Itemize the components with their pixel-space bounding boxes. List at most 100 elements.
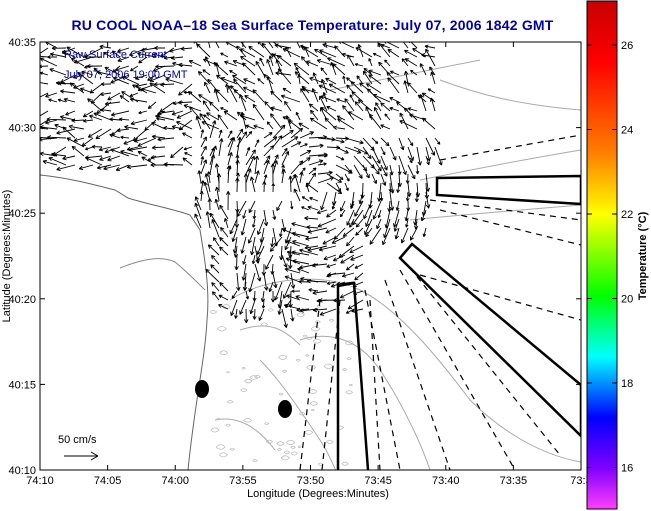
current-arrow <box>261 42 274 58</box>
current-arrow <box>325 227 337 234</box>
current-arrow <box>354 263 364 269</box>
current-arrow <box>272 135 283 148</box>
current-arrow <box>283 303 301 310</box>
current-arrow <box>231 290 238 299</box>
current-arrow <box>407 155 413 164</box>
coastline-inner <box>119 258 206 291</box>
current-arrow <box>362 70 373 85</box>
current-arrow <box>150 162 166 168</box>
current-arrow <box>425 155 430 166</box>
current-arrow <box>234 308 238 319</box>
current-arrow <box>325 77 337 85</box>
current-arrow <box>271 183 275 193</box>
current-arrow <box>358 191 364 205</box>
current-arrow <box>270 163 276 184</box>
current-arrow <box>308 288 319 292</box>
current-arrow <box>384 42 400 49</box>
current-arrow <box>223 217 229 229</box>
current-arrow <box>293 188 301 202</box>
plot-area <box>40 42 581 470</box>
current-arrow <box>62 126 76 139</box>
current-arrow <box>322 43 337 49</box>
current-arrow <box>90 92 103 104</box>
current-arrow <box>353 164 363 179</box>
map-title: RU COOL NOAA–18 Sea Surface Temperature:… <box>71 17 554 33</box>
current-arrow <box>348 111 364 121</box>
current-arrow <box>281 136 299 148</box>
current-arrow <box>202 69 211 76</box>
current-arrow <box>154 45 166 51</box>
current-arrow <box>236 45 247 58</box>
current-arrow <box>254 263 262 282</box>
current-arrow <box>320 67 328 76</box>
current-arrow <box>373 106 382 121</box>
current-arrow <box>298 279 310 284</box>
current-arrow <box>272 209 277 220</box>
current-arrow <box>283 281 292 299</box>
current-arrow <box>422 227 427 238</box>
current-arrow <box>300 88 310 103</box>
current-arrow <box>344 164 353 174</box>
current-arrow <box>245 168 252 184</box>
current-arrow <box>395 200 400 211</box>
current-arrow <box>231 227 238 242</box>
current-arrow <box>332 63 346 76</box>
current-arrow <box>240 111 247 130</box>
current-arrow <box>170 55 184 61</box>
current-arrow <box>227 136 236 157</box>
current-arrow <box>272 124 286 139</box>
current-arrow <box>398 137 405 151</box>
current-arrow <box>268 55 274 67</box>
current-arrow <box>160 82 175 87</box>
current-arrow <box>306 278 328 284</box>
current-arrow <box>229 218 238 235</box>
current-arrow <box>252 103 265 121</box>
current-arrow <box>412 47 427 58</box>
current-arrow <box>309 196 319 202</box>
current-arrow <box>203 114 211 121</box>
current-arrow <box>294 42 301 49</box>
current-arrow <box>109 117 121 122</box>
current-arrow <box>218 138 224 157</box>
x-tick-label: 73:50 <box>297 475 325 487</box>
current-arrow <box>307 205 319 211</box>
current-arrow <box>51 152 67 157</box>
current-arrow <box>401 58 409 67</box>
current-arrow <box>81 70 94 76</box>
current-arrow <box>198 94 211 103</box>
current-arrow <box>403 70 409 85</box>
current-arrow <box>40 110 49 117</box>
current-arrow <box>319 49 337 58</box>
current-arrow <box>211 282 220 292</box>
current-arrow <box>200 159 208 175</box>
current-arrow <box>209 154 216 175</box>
current-arrow <box>372 93 391 103</box>
current-arrow <box>311 263 328 268</box>
current-arrow <box>318 298 337 303</box>
current-arrow <box>344 173 350 182</box>
y-tick-label: 40:30 <box>8 123 36 135</box>
current-arrow <box>281 129 294 139</box>
current-arrow <box>47 55 58 59</box>
current-arrow <box>404 58 418 67</box>
current-arrow <box>220 52 229 58</box>
current-arrow <box>366 83 382 94</box>
current-arrow <box>386 71 400 85</box>
current-arrow <box>126 164 148 170</box>
current-arrow <box>295 295 310 301</box>
current-arrow <box>118 117 130 122</box>
current-arrow <box>400 227 409 244</box>
current-arrow <box>113 76 130 85</box>
current-arrow <box>317 218 337 228</box>
current-arrow <box>293 62 310 76</box>
current-arrow <box>234 254 239 271</box>
current-arrow <box>51 46 67 51</box>
current-arrow <box>244 95 256 103</box>
current-arrow <box>308 167 317 175</box>
current-arrow <box>187 90 202 103</box>
y-axis: 40:35 40:30 40:25 40:20 40:15 40:10 <box>8 37 581 477</box>
current-arrow <box>295 111 301 121</box>
current-arrow <box>314 48 328 58</box>
current-arrow <box>365 227 373 238</box>
current-arrow <box>302 87 319 94</box>
